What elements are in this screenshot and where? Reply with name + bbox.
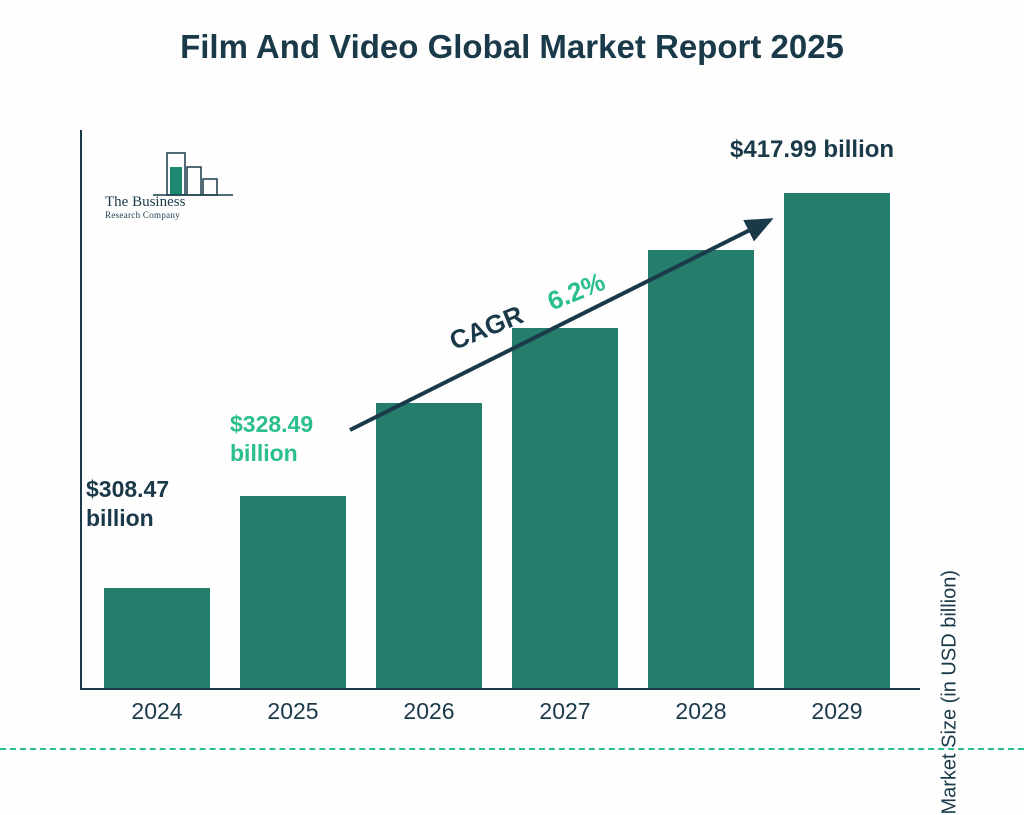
value-label-1: $328.49billion: [230, 410, 313, 468]
y-axis: [80, 130, 82, 690]
footer-divider: [0, 748, 1024, 750]
chart-title: Film And Video Global Market Report 2025: [0, 28, 1024, 66]
x-label-2024: 2024: [104, 698, 210, 725]
value-label-2: $417.99 billion: [730, 135, 894, 165]
x-label-2026: 2026: [376, 698, 482, 725]
x-label-2027: 2027: [512, 698, 618, 725]
bar-2026: [376, 403, 482, 688]
y-axis-title: Market Size (in USD billion): [939, 570, 962, 815]
bar-2025: [240, 496, 346, 688]
x-label-2029: 2029: [784, 698, 890, 725]
x-axis: [80, 688, 920, 690]
bar-2028: [648, 250, 754, 688]
value-label-0: $308.47billion: [86, 475, 169, 533]
bar-2029: [784, 193, 890, 688]
x-label-2028: 2028: [648, 698, 754, 725]
bar-2027: [512, 328, 618, 688]
x-label-2025: 2025: [240, 698, 346, 725]
bar-2024: [104, 588, 210, 688]
bar-chart: 202420252026202720282029 Market Size (in…: [80, 130, 920, 690]
